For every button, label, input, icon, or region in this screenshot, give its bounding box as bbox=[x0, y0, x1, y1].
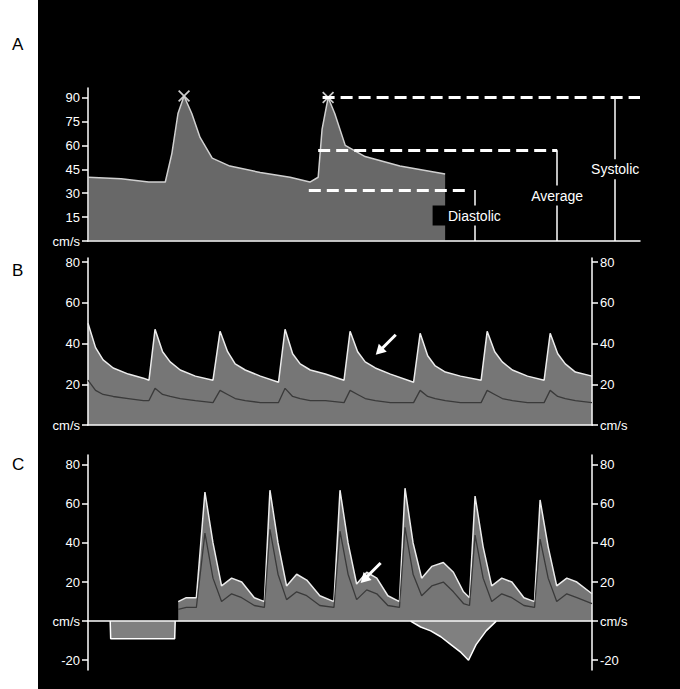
svg-text:cm/s: cm/s bbox=[600, 418, 628, 433]
svg-text:C: C bbox=[12, 455, 24, 474]
svg-text:60: 60 bbox=[66, 138, 80, 153]
svg-text:45: 45 bbox=[66, 162, 80, 177]
svg-text:40: 40 bbox=[66, 535, 80, 550]
svg-text:30: 30 bbox=[66, 186, 80, 201]
svg-text:Systolic: Systolic bbox=[591, 161, 639, 177]
svg-text:cm/s: cm/s bbox=[53, 614, 81, 629]
svg-text:40: 40 bbox=[600, 535, 614, 550]
svg-text:60: 60 bbox=[600, 295, 614, 310]
svg-text:cm/s: cm/s bbox=[600, 614, 628, 629]
svg-text:80: 80 bbox=[66, 255, 80, 270]
svg-text:-20: -20 bbox=[600, 653, 619, 668]
svg-text:60: 60 bbox=[66, 496, 80, 511]
svg-text:A: A bbox=[12, 35, 24, 54]
svg-text:cm/s: cm/s bbox=[53, 234, 81, 249]
svg-text:60: 60 bbox=[600, 496, 614, 511]
svg-text:-20: -20 bbox=[61, 653, 80, 668]
svg-text:cm/s: cm/s bbox=[53, 418, 81, 433]
svg-text:B: B bbox=[12, 261, 23, 280]
svg-text:Average: Average bbox=[531, 188, 583, 204]
svg-text:80: 80 bbox=[600, 457, 614, 472]
svg-text:40: 40 bbox=[600, 336, 614, 351]
svg-text:20: 20 bbox=[66, 575, 80, 590]
svg-text:40: 40 bbox=[66, 336, 80, 351]
svg-text:80: 80 bbox=[66, 457, 80, 472]
svg-text:90: 90 bbox=[66, 90, 80, 105]
svg-text:75: 75 bbox=[66, 114, 80, 129]
svg-text:20: 20 bbox=[66, 377, 80, 392]
svg-text:80: 80 bbox=[600, 255, 614, 270]
svg-text:Diastolic: Diastolic bbox=[448, 208, 501, 224]
svg-text:15: 15 bbox=[66, 210, 80, 225]
svg-text:20: 20 bbox=[600, 575, 614, 590]
svg-text:20: 20 bbox=[600, 377, 614, 392]
svg-text:60: 60 bbox=[66, 295, 80, 310]
